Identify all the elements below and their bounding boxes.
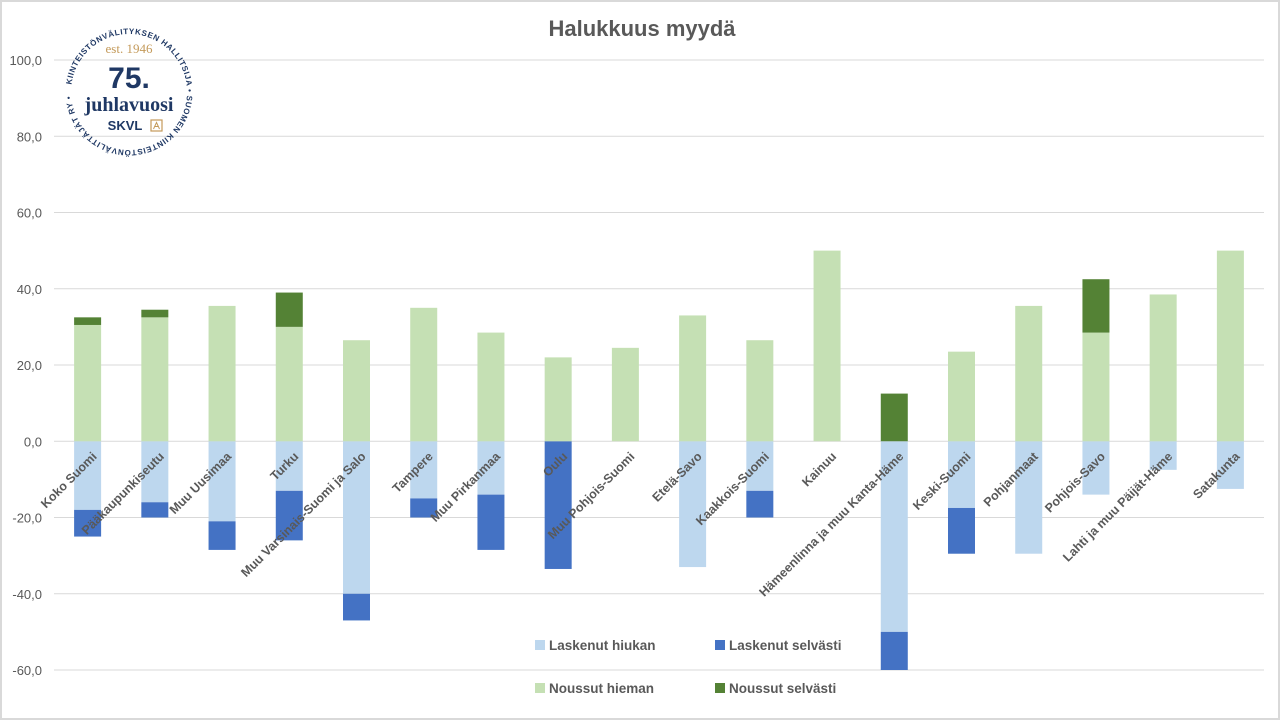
bar-laskenut-hiukan bbox=[1082, 441, 1110, 495]
bar-laskenut-hiukan bbox=[343, 441, 370, 594]
bar-laskenut-selvasti bbox=[477, 494, 505, 550]
bar-noussut-hieman bbox=[410, 307, 438, 442]
bar-noussut-hieman bbox=[1149, 294, 1177, 442]
y-tick-label: -60,0 bbox=[12, 663, 42, 678]
bar-laskenut-hiukan bbox=[948, 441, 975, 508]
bar-noussut-hieman bbox=[1082, 332, 1110, 442]
bar-noussut-hieman bbox=[477, 332, 505, 442]
bar-laskenut-hiukan bbox=[477, 441, 505, 495]
bar-laskenut-hiukan bbox=[679, 441, 707, 568]
logo-brand-text: SKVL bbox=[108, 118, 143, 133]
logo-est-text: est. 1946 bbox=[106, 41, 153, 56]
logo-word-text: juhlavuosi bbox=[84, 94, 174, 116]
legend-laskenut-selvasti: Laskenut selvästi bbox=[715, 638, 842, 653]
bar-noussut-hieman bbox=[1015, 305, 1043, 442]
y-tick-label: 0,0 bbox=[24, 434, 42, 449]
bar-noussut-selvasti bbox=[275, 292, 303, 327]
logo-brand-mark-icon bbox=[150, 119, 163, 132]
logo-brand-mark-inner-icon bbox=[153, 121, 160, 130]
bar-noussut-selvasti bbox=[141, 309, 169, 318]
bar-laskenut-selvasti bbox=[74, 509, 102, 537]
bar-laskenut-hiukan bbox=[1149, 441, 1177, 470]
bar-laskenut-hiukan bbox=[1015, 441, 1043, 554]
legend-label: Laskenut selvästi bbox=[729, 638, 842, 653]
legend-swatch bbox=[715, 640, 725, 650]
bars bbox=[74, 250, 1244, 670]
bar-laskenut-hiukan bbox=[746, 441, 774, 491]
bar-noussut-hieman bbox=[746, 340, 774, 442]
legend-swatch bbox=[715, 683, 725, 693]
bar-laskenut-selvasti bbox=[948, 507, 975, 554]
bar-noussut-selvasti bbox=[880, 393, 908, 442]
bar-laskenut-hiukan bbox=[74, 441, 102, 510]
bar-laskenut-hiukan bbox=[141, 441, 169, 503]
legend-laskenut-hiukan: Laskenut hiukan bbox=[535, 638, 656, 653]
legend-noussut-hieman: Noussut hieman bbox=[535, 681, 654, 696]
legend-noussut-selvasti: Noussut selvästi bbox=[715, 681, 836, 696]
y-tick-label: 60,0 bbox=[17, 206, 42, 221]
bar-noussut-hieman bbox=[1216, 250, 1244, 442]
bar-laskenut-selvasti bbox=[544, 441, 572, 569]
legend-swatch bbox=[535, 640, 545, 650]
y-axis-labels: -60,0 -40,0 -20,0 0,0 20,0 40,0 60,0 80,0 100,0 bbox=[9, 53, 42, 678]
bar-noussut-hieman bbox=[611, 347, 639, 442]
bar-noussut-hieman bbox=[74, 324, 102, 442]
y-tick-label: -20,0 bbox=[12, 511, 42, 526]
legend-label: Laskenut hiukan bbox=[549, 638, 656, 653]
bar-laskenut-hiukan bbox=[275, 441, 303, 491]
bar-noussut-hieman bbox=[141, 317, 169, 442]
bar-laskenut-hiukan bbox=[1216, 441, 1244, 489]
bar-noussut-selvasti bbox=[74, 317, 102, 325]
y-tick-label: 100,0 bbox=[9, 53, 42, 68]
y-tick-label: 40,0 bbox=[17, 282, 42, 297]
bar-laskenut-selvasti bbox=[343, 593, 370, 621]
y-tick-label: -40,0 bbox=[12, 587, 42, 602]
bar-noussut-hieman bbox=[275, 326, 303, 442]
bar-laskenut-selvasti bbox=[746, 490, 774, 518]
bar-noussut-hieman bbox=[343, 340, 370, 442]
bar-laskenut-selvasti bbox=[141, 502, 169, 518]
bar-noussut-hieman bbox=[544, 357, 572, 442]
bar-laskenut-selvasti bbox=[275, 490, 303, 541]
skvl-75-logo: KIINTEISTÖNVÄLITYKSEN HALLITSIJA • SUOME… bbox=[64, 27, 193, 157]
legend-swatch bbox=[535, 683, 545, 693]
bar-laskenut-hiukan bbox=[410, 441, 438, 499]
bar-laskenut-selvasti bbox=[208, 521, 236, 550]
logo-number-text: 75. bbox=[108, 62, 150, 95]
chart-title: Halukkuus myydä bbox=[548, 16, 736, 41]
bar-noussut-selvasti bbox=[1082, 279, 1110, 333]
bar-noussut-hieman bbox=[948, 351, 975, 442]
category-label: Lahti ja muu Päijät-Häme bbox=[1060, 449, 1175, 564]
legend: Laskenut hiukan Laskenut selvästi Noussut … bbox=[535, 638, 842, 696]
legend-label: Noussut hieman bbox=[549, 681, 654, 696]
y-tick-label: 80,0 bbox=[17, 129, 42, 144]
bar-noussut-hieman bbox=[813, 250, 841, 442]
category-label: Kainuu bbox=[799, 449, 839, 489]
gridlines bbox=[54, 59, 1264, 671]
bar-laskenut-selvasti bbox=[880, 631, 908, 670]
legend-label: Noussut selvästi bbox=[729, 681, 836, 696]
bar-laskenut-selvasti bbox=[410, 498, 438, 518]
bar-noussut-hieman bbox=[208, 305, 236, 442]
bar-laskenut-hiukan bbox=[208, 441, 236, 522]
bar-noussut-hieman bbox=[679, 315, 707, 442]
bar-laskenut-hiukan bbox=[880, 441, 908, 632]
y-tick-label: 20,0 bbox=[17, 358, 42, 373]
